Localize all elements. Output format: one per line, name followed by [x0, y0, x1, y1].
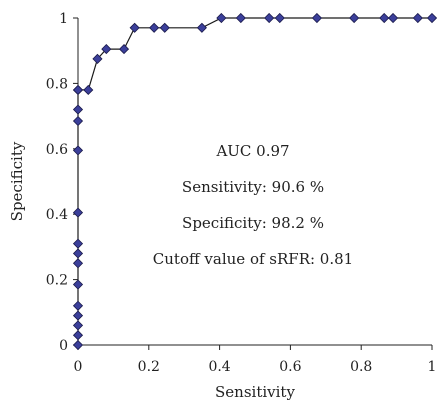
roc-point	[118, 43, 130, 55]
sensitivity-annotation: Sensitivity: 90.6 %	[182, 178, 324, 196]
y-tick-label: 0.2	[46, 273, 68, 289]
roc-point	[264, 12, 275, 24]
x-tick-label: 1	[428, 359, 437, 375]
y-axis-title: Specificity	[8, 141, 26, 221]
x-tick-label: 0.6	[279, 359, 301, 375]
x-tick-label: 0.4	[208, 359, 230, 375]
roc-markers	[72, 12, 437, 351]
y-tick-label: 0.8	[46, 76, 68, 92]
roc-point	[72, 310, 84, 321]
roc-point	[311, 12, 323, 24]
roc-point	[72, 320, 84, 331]
roc-point	[72, 248, 84, 259]
auc-annotation: AUC 0.97	[215, 142, 289, 160]
roc-point	[274, 12, 285, 24]
y-tick-label: 0.6	[46, 142, 68, 158]
roc-point	[72, 207, 84, 218]
roc-point	[72, 279, 84, 290]
roc-point	[72, 330, 84, 341]
roc-point	[235, 12, 246, 24]
roc-point	[149, 22, 160, 33]
x-tick-label: 0.8	[350, 359, 372, 375]
roc-point	[196, 22, 207, 33]
roc-point	[72, 104, 84, 115]
axis-ticks: 0 0.2 0.4 0.6 0.8 1 0 0.2 0.4 0.6 0.8 1	[46, 11, 437, 375]
roc-point	[72, 339, 84, 351]
x-tick-label: 0	[74, 359, 83, 375]
roc-point	[72, 145, 84, 156]
roc-point	[159, 22, 170, 33]
roc-point	[216, 12, 227, 24]
roc-point	[83, 84, 94, 96]
x-tick-label: 0.2	[138, 359, 160, 375]
roc-point	[426, 12, 437, 24]
cutoff-annotation: Cutoff value of sRFR: 0.81	[153, 250, 353, 268]
roc-point	[72, 258, 84, 269]
y-tick-label: 0	[59, 338, 68, 354]
roc-point	[72, 300, 84, 311]
roc-point	[72, 115, 84, 127]
y-tick-label: 0.4	[46, 207, 68, 223]
roc-point	[129, 22, 140, 33]
roc-point	[101, 43, 112, 55]
x-axis-title: Sensitivity	[215, 383, 295, 401]
roc-point	[387, 12, 399, 24]
roc-point	[72, 238, 84, 249]
roc-point	[72, 84, 84, 96]
y-tick-label: 1	[59, 11, 68, 27]
roc-point	[379, 12, 390, 24]
specificity-annotation: Specificity: 98.2 %	[182, 214, 324, 232]
roc-point	[412, 12, 423, 24]
roc-point	[349, 12, 360, 24]
roc-point	[92, 53, 103, 64]
